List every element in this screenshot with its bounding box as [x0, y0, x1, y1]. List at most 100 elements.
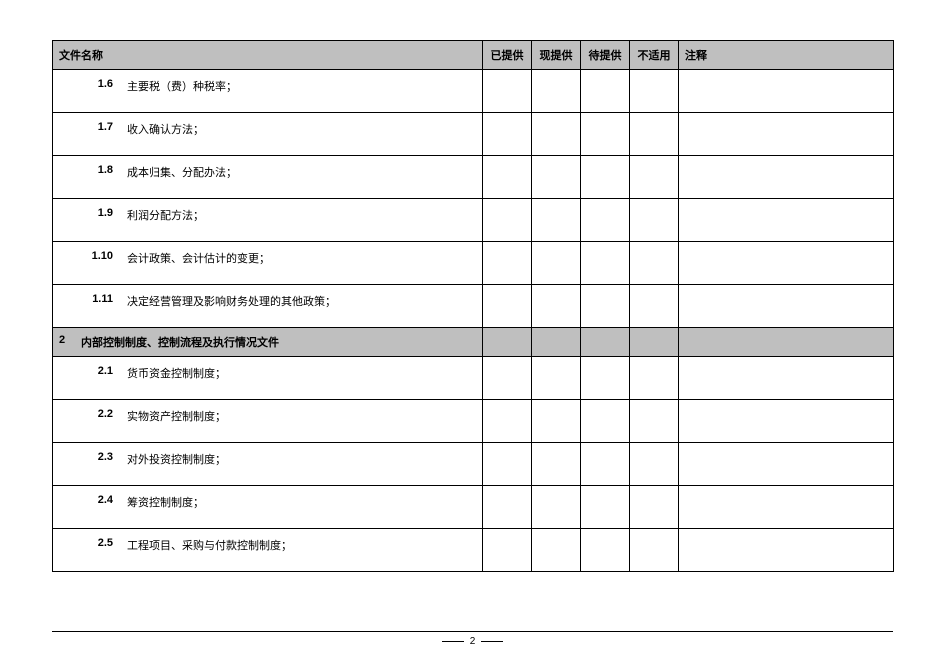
item-text: 主要税（费）种税率； — [127, 78, 478, 94]
item-text: 实物资产控制制度； — [127, 408, 478, 424]
header-now-provided: 现提供 — [532, 41, 581, 70]
status-cell — [679, 113, 894, 156]
status-cell — [581, 70, 630, 113]
status-cell — [581, 199, 630, 242]
item-number: 2.2 — [57, 408, 127, 424]
section-empty-cell — [630, 328, 679, 357]
item-name-cell: 1.7收入确认方法； — [53, 113, 483, 156]
item-number: 1.8 — [57, 164, 127, 180]
status-cell — [532, 113, 581, 156]
header-notes: 注释 — [679, 41, 894, 70]
status-cell — [532, 156, 581, 199]
item-text: 成本归集、分配办法； — [127, 164, 478, 180]
page-number-value: 2 — [470, 636, 476, 647]
status-cell — [483, 113, 532, 156]
status-cell — [630, 357, 679, 400]
status-cell — [679, 242, 894, 285]
item-name-cell: 1.8成本归集、分配办法； — [53, 156, 483, 199]
status-cell — [630, 529, 679, 572]
table-row: 2.4筹资控制制度； — [53, 486, 894, 529]
item-number: 1.7 — [57, 121, 127, 137]
table-row: 1.7收入确认方法； — [53, 113, 894, 156]
page-number: 2 — [52, 636, 893, 647]
status-cell — [630, 156, 679, 199]
section-title: 内部控制制度、控制流程及执行情况文件 — [81, 334, 279, 350]
status-cell — [581, 242, 630, 285]
status-cell — [532, 486, 581, 529]
item-name-cell: 2.3对外投资控制制度； — [53, 443, 483, 486]
status-cell — [483, 70, 532, 113]
table-row: 2.3对外投资控制制度； — [53, 443, 894, 486]
status-cell — [483, 156, 532, 199]
status-cell — [532, 529, 581, 572]
table-row: 1.11决定经营管理及影响财务处理的其他政策； — [53, 285, 894, 328]
item-name-cell: 1.9利润分配方法； — [53, 199, 483, 242]
section-empty-cell — [532, 328, 581, 357]
table-row: 1.10会计政策、会计估计的变更； — [53, 242, 894, 285]
table-row: 2.1货币资金控制制度； — [53, 357, 894, 400]
status-cell — [532, 357, 581, 400]
status-cell — [483, 357, 532, 400]
item-text: 利润分配方法； — [127, 207, 478, 223]
status-cell — [532, 400, 581, 443]
item-name-cell: 2.2实物资产控制制度； — [53, 400, 483, 443]
header-provided: 已提供 — [483, 41, 532, 70]
status-cell — [630, 486, 679, 529]
status-cell — [679, 357, 894, 400]
page-number-dash-left — [442, 641, 464, 642]
status-cell — [581, 285, 630, 328]
status-cell — [679, 199, 894, 242]
header-to-provide: 待提供 — [581, 41, 630, 70]
header-na: 不适用 — [630, 41, 679, 70]
document-table: 文件名称 已提供 现提供 待提供 不适用 注释 1.6主要税（费）种税率；1.7… — [52, 40, 894, 572]
status-cell — [630, 400, 679, 443]
item-name-cell: 1.6主要税（费）种税率； — [53, 70, 483, 113]
section-number: 2 — [59, 334, 81, 350]
item-number: 1.10 — [57, 250, 127, 266]
status-cell — [630, 443, 679, 486]
status-cell — [483, 285, 532, 328]
document-page: 文件名称 已提供 现提供 待提供 不适用 注释 1.6主要税（费）种税率；1.7… — [0, 0, 945, 572]
status-cell — [679, 443, 894, 486]
section-empty-cell — [483, 328, 532, 357]
status-cell — [581, 113, 630, 156]
status-cell — [581, 400, 630, 443]
section-cell: 2内部控制制度、控制流程及执行情况文件 — [53, 328, 483, 357]
table-row: 1.8成本归集、分配办法； — [53, 156, 894, 199]
section-empty-cell — [679, 328, 894, 357]
item-text: 收入确认方法； — [127, 121, 478, 137]
status-cell — [630, 199, 679, 242]
item-number: 1.6 — [57, 78, 127, 94]
item-name-cell: 2.5工程项目、采购与付款控制制度； — [53, 529, 483, 572]
status-cell — [483, 400, 532, 443]
status-cell — [483, 199, 532, 242]
header-name: 文件名称 — [53, 41, 483, 70]
status-cell — [630, 70, 679, 113]
item-name-cell: 2.1货币资金控制制度； — [53, 357, 483, 400]
item-number: 2.4 — [57, 494, 127, 510]
table-row: 1.6主要税（费）种税率； — [53, 70, 894, 113]
status-cell — [679, 285, 894, 328]
item-text: 货币资金控制制度； — [127, 365, 478, 381]
table-header-row: 文件名称 已提供 现提供 待提供 不适用 注释 — [53, 41, 894, 70]
status-cell — [581, 486, 630, 529]
status-cell — [532, 443, 581, 486]
status-cell — [679, 156, 894, 199]
status-cell — [483, 486, 532, 529]
status-cell — [630, 113, 679, 156]
status-cell — [581, 357, 630, 400]
status-cell — [679, 400, 894, 443]
item-text: 对外投资控制制度； — [127, 451, 478, 467]
item-number: 1.11 — [57, 293, 127, 309]
item-number: 2.5 — [57, 537, 127, 553]
section-row: 2内部控制制度、控制流程及执行情况文件 — [53, 328, 894, 357]
item-name-cell: 1.11决定经营管理及影响财务处理的其他政策； — [53, 285, 483, 328]
status-cell — [581, 529, 630, 572]
item-number: 2.1 — [57, 365, 127, 381]
table-row: 2.2实物资产控制制度； — [53, 400, 894, 443]
item-name-cell: 1.10会计政策、会计估计的变更； — [53, 242, 483, 285]
item-name-cell: 2.4筹资控制制度； — [53, 486, 483, 529]
item-number: 2.3 — [57, 451, 127, 467]
table-row: 1.9利润分配方法； — [53, 199, 894, 242]
item-text: 决定经营管理及影响财务处理的其他政策； — [127, 293, 478, 309]
